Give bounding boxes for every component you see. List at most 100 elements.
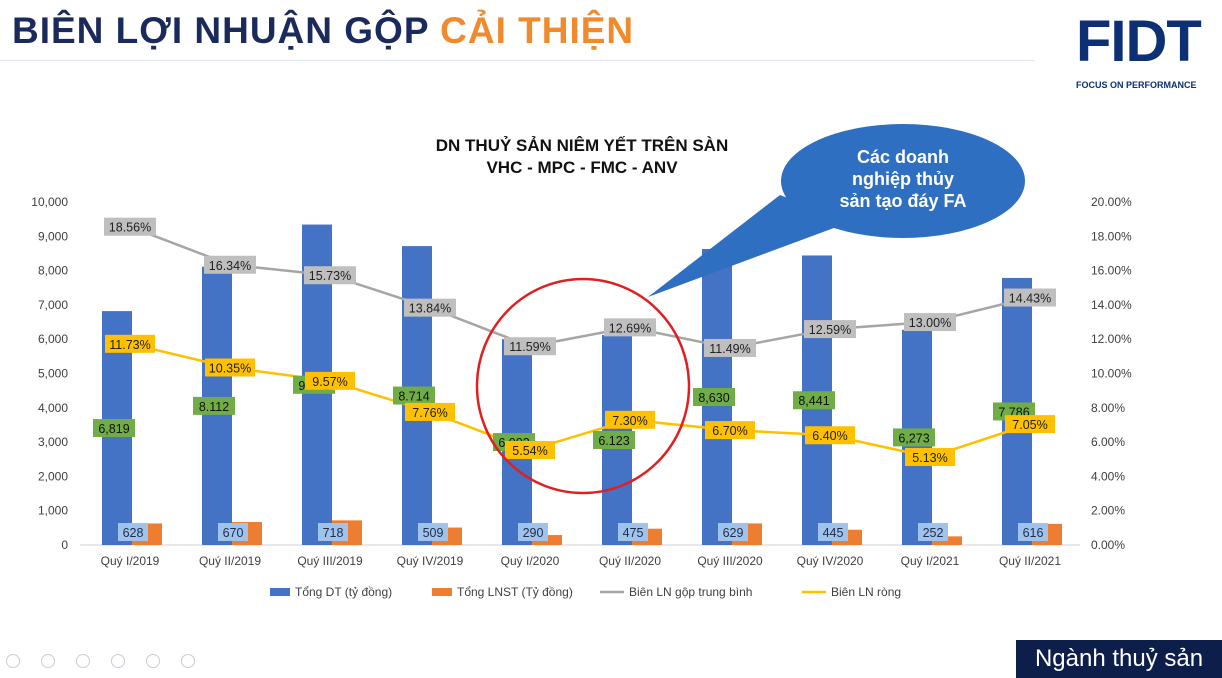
presentation-toolbar	[6, 654, 195, 668]
y-left-tick-label: 3,000	[38, 435, 68, 449]
y-right-tick-label: 6.00%	[1091, 435, 1125, 449]
label-profit: 509	[423, 526, 444, 540]
label-revenue: 8.112	[199, 400, 229, 414]
label-profit: 718	[323, 526, 344, 540]
y-left-tick-label: 9,000	[38, 229, 68, 243]
y-left-tick-label: 6,000	[38, 332, 68, 346]
label-net-margin-box	[205, 358, 255, 377]
x-tick-label: Quý II/2019	[199, 554, 261, 568]
label-gross-margin: 15.73%	[309, 269, 351, 283]
pen-icon[interactable]	[76, 654, 90, 668]
label-net-margin-box	[605, 410, 655, 429]
y-right-tick-label: 16.00%	[1091, 264, 1132, 278]
y-left-tick-label: 1,000	[38, 504, 68, 518]
label-net-margin: 5.13%	[912, 451, 947, 465]
label-gross-margin-box	[604, 318, 656, 337]
axes-group: 0 1,000 2,000 3,000 4,000 5,000 6,000 7,000 8,00…	[31, 195, 1132, 568]
x-tick-label: Quý III/2020	[697, 554, 763, 568]
label-revenue: 8.714	[398, 390, 429, 404]
slide-title-accent: CẢI THIỆN	[440, 10, 635, 51]
label-profit: 290	[523, 526, 544, 540]
chart-title-line: VHC - MPC - FMC - ANV	[486, 158, 678, 177]
label-revenue-box	[593, 430, 635, 449]
label-profit-box	[518, 523, 548, 541]
label-profit: 670	[223, 526, 244, 540]
callout-text: Các doanh	[857, 147, 949, 167]
zoom-icon[interactable]	[146, 654, 160, 668]
label-gross-margin-box	[204, 255, 256, 274]
company-logo: FIDT FOCUS ON PERFORMANCE	[1060, 12, 1210, 97]
label-profit: 445	[823, 526, 844, 540]
label-gross-margin: 14.43%	[1009, 292, 1051, 306]
slide-title-main: BIÊN LỢI NHUẬN GỘP	[12, 10, 441, 51]
y-right-tick-label: 12.00%	[1091, 332, 1132, 346]
label-revenue: 8,630	[698, 391, 729, 405]
label-revenue: 8,441	[798, 394, 829, 408]
label-profit: 252	[923, 526, 944, 540]
callout-text: sản tạo đáy FA	[839, 191, 966, 211]
label-net-margin-box	[405, 402, 455, 421]
label-net-margin-box	[105, 334, 155, 353]
label-profit-box	[1018, 523, 1048, 541]
line-net-margin	[129, 342, 1031, 459]
label-net-margin: 7.76%	[412, 406, 447, 420]
label-revenue: 6,819	[98, 422, 129, 436]
label-revenue-box	[93, 419, 135, 438]
label-profit-box	[118, 523, 148, 541]
label-revenue: 6,273	[898, 431, 929, 445]
label-net-margin-box	[705, 421, 755, 440]
label-gross-margin: 18.56%	[109, 221, 151, 235]
y-left-tick-label: 0	[61, 538, 68, 552]
label-net-margin: 6.40%	[812, 429, 847, 443]
line-gross-margin	[129, 225, 1031, 350]
label-gross-margin-box	[1004, 288, 1056, 307]
label-revenue-box	[393, 386, 435, 405]
more-icon[interactable]	[181, 654, 195, 668]
y-right-tick-label: 18.00%	[1091, 229, 1132, 243]
label-gross-margin: 16.34%	[209, 259, 251, 273]
chart-title-line: DN THUỶ SẢN NIÊM YẾT TRÊN SÀN	[436, 136, 729, 155]
y-left-tick-label: 10,000	[31, 195, 68, 209]
x-tick-label: Quý I/2020	[501, 554, 560, 568]
label-gross-margin-box	[404, 298, 456, 317]
callout-bubble	[781, 124, 1025, 238]
prev-icon[interactable]	[6, 654, 20, 668]
x-tick-label: Quý II/2021	[999, 554, 1061, 568]
legend-label: Tổng DT (tỷ đồng)	[295, 585, 392, 599]
highlight-circle	[475, 277, 691, 495]
label-gross-margin: 11.49%	[709, 342, 750, 356]
label-gross-margin-box	[904, 313, 956, 332]
label-net-margin-box	[905, 448, 955, 467]
label-gross-margin: 13.00%	[909, 316, 951, 330]
logo-tagline: FOCUS ON PERFORMANCE	[1076, 80, 1197, 90]
label-net-margin-box	[505, 440, 555, 459]
label-profit: 616	[1023, 526, 1044, 540]
label-profit-box	[318, 523, 348, 541]
label-revenue-box	[693, 387, 735, 406]
slides-icon[interactable]	[111, 654, 125, 668]
label-net-margin: 5.54%	[512, 444, 547, 458]
label-gross-margin: 12.59%	[809, 323, 851, 337]
label-net-margin-box	[1005, 415, 1055, 434]
chart-title-group: DN THUỶ SẢN NIÊM YẾT TRÊN SÀN VHC - MPC -…	[436, 136, 729, 177]
y-right-tick-label: 0.00%	[1091, 538, 1125, 552]
label-net-margin: 9.57%	[312, 375, 347, 389]
lines-group	[127, 224, 1033, 460]
slide-title: BIÊN LỢI NHUẬN GỘP CẢI THIỆN	[12, 10, 634, 52]
label-gross-margin: 13.84%	[409, 302, 451, 316]
next-icon[interactable]	[41, 654, 55, 668]
legend-group: Tổng DT (tỷ đồng) Tổng LNST (Tỷ đồng) Biên…	[270, 585, 901, 599]
y-left-tick-label: 2,000	[38, 469, 68, 483]
label-net-margin: 7.30%	[612, 414, 647, 428]
label-net-margin: 10.35%	[209, 361, 251, 375]
data-labels-group: 628 670 718 509 290 475 629 445 252 616 6,819 8.112…	[93, 217, 1056, 541]
label-profit-box	[918, 523, 948, 541]
y-left-tick-label: 8,000	[38, 264, 68, 278]
label-profit: 629	[723, 526, 744, 540]
label-gross-margin: 11.59%	[509, 340, 550, 354]
x-tick-label: Quý IV/2019	[397, 554, 464, 568]
y-left-tick-label: 4,000	[38, 401, 68, 415]
callout-text: nghiệp thủy	[852, 169, 954, 189]
label-profit: 628	[123, 526, 144, 540]
